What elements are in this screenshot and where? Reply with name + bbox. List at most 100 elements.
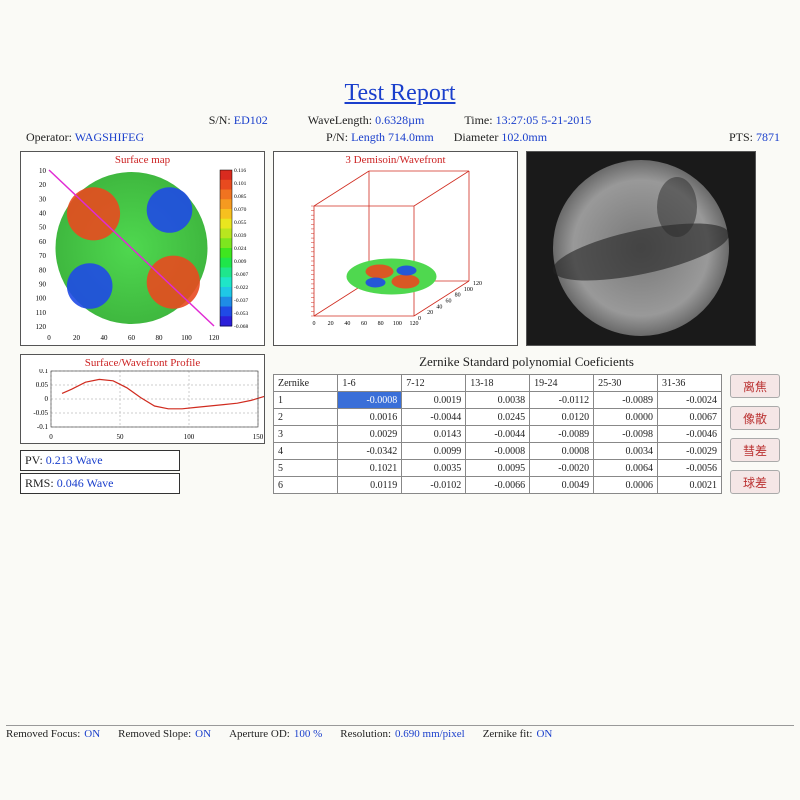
zernike-cell[interactable]: -0.0112: [530, 392, 594, 409]
svg-text:40: 40: [101, 334, 109, 342]
zernike-cell[interactable]: 0.0099: [402, 443, 466, 460]
zernike-cell[interactable]: 0.0038: [466, 392, 530, 409]
zernike-col-header: Zernike: [274, 375, 338, 392]
svg-text:20: 20: [39, 181, 47, 189]
zernike-cell[interactable]: 0.0029: [338, 426, 402, 443]
footer-zernike-fit: Zernike fit: ON: [483, 728, 553, 740]
zernike-cell[interactable]: 1: [274, 392, 338, 409]
zernike-cell[interactable]: 0.0064: [594, 460, 658, 477]
svg-text:50: 50: [39, 224, 47, 232]
svg-text:-0.053: -0.053: [234, 311, 248, 317]
zernike-cell[interactable]: 0.0120: [530, 409, 594, 426]
svg-text:0.024: 0.024: [234, 246, 247, 252]
zernike-cell[interactable]: 0.1021: [338, 460, 402, 477]
zernike-cell[interactable]: -0.0044: [466, 426, 530, 443]
zernike-cell[interactable]: 0.0016: [338, 409, 402, 426]
zernike-cell[interactable]: 0.0119: [338, 477, 402, 494]
svg-text:150: 150: [253, 433, 264, 441]
svg-text:0: 0: [47, 334, 51, 342]
svg-text:80: 80: [378, 321, 384, 327]
zernike-table: Zernike1-67-1213-1819-2425-3031-361-0.00…: [273, 374, 722, 494]
diameter-field: Diameter 102.0mm: [454, 130, 547, 145]
zernike-cell[interactable]: 2: [274, 409, 338, 426]
svg-text:30: 30: [39, 195, 47, 203]
svg-text:100: 100: [181, 334, 192, 342]
zernike-cell[interactable]: 0.0000: [594, 409, 658, 426]
zernike-cell[interactable]: 6: [274, 477, 338, 494]
svg-text:70: 70: [39, 252, 47, 260]
svg-text:120: 120: [36, 323, 47, 331]
zernike-cell[interactable]: 0.0034: [594, 443, 658, 460]
zernike-cell[interactable]: 0.0245: [466, 409, 530, 426]
rms-stat: RMS: 0.046 Wave: [20, 473, 180, 494]
zernike-col-header: 25-30: [594, 375, 658, 392]
interferogram-panel: [526, 151, 756, 346]
wavefront-3d-svg: 002020404060608080100100120120: [274, 166, 517, 344]
zernike-cell[interactable]: 3: [274, 426, 338, 443]
zernike-cell[interactable]: -0.0044: [402, 409, 466, 426]
svg-text:0.1: 0.1: [39, 369, 48, 375]
svg-text:100: 100: [393, 321, 402, 327]
pn-field: P/N: Length 714.0mm: [326, 130, 434, 145]
surface-map-title: Surface map: [21, 152, 264, 166]
aberration-button[interactable]: 离焦: [730, 374, 780, 398]
aberration-button[interactable]: 彗差: [730, 438, 780, 462]
zernike-cell[interactable]: -0.0056: [658, 460, 722, 477]
wavefront-3d-panel: 3 Demisoin/Wavefront 0020204040606080801…: [273, 151, 518, 346]
bottom-panels: Surface/Wavefront Profile 050100150-0.1-…: [20, 354, 780, 496]
zernike-cell[interactable]: 5: [274, 460, 338, 477]
zernike-cell[interactable]: -0.0102: [402, 477, 466, 494]
zernike-cell[interactable]: 0.0067: [658, 409, 722, 426]
zernike-cell[interactable]: 0.0006: [594, 477, 658, 494]
svg-text:20: 20: [328, 321, 334, 327]
zernike-col-header: 31-36: [658, 375, 722, 392]
zernike-cell[interactable]: 4: [274, 443, 338, 460]
aberration-button[interactable]: 球差: [730, 470, 780, 494]
operator-field: Operator: WAGSHIFEG: [26, 130, 144, 145]
zernike-cell[interactable]: -0.0008: [338, 392, 402, 409]
zernike-cell[interactable]: 0.0049: [530, 477, 594, 494]
footer-resolution: Resolution: 0.690 mm/pixel: [340, 728, 464, 740]
svg-text:80: 80: [455, 293, 461, 299]
footer-removed-slope: Removed Slope: ON: [118, 728, 211, 740]
svg-text:90: 90: [39, 280, 47, 288]
zernike-cell[interactable]: -0.0089: [594, 392, 658, 409]
svg-text:20: 20: [427, 310, 433, 316]
svg-text:120: 120: [473, 281, 482, 287]
zernike-cell[interactable]: -0.0008: [466, 443, 530, 460]
zernike-cell[interactable]: -0.0098: [594, 426, 658, 443]
zernike-cell[interactable]: -0.0066: [466, 477, 530, 494]
svg-text:0.039: 0.039: [234, 233, 247, 239]
zernike-cell[interactable]: -0.0024: [658, 392, 722, 409]
svg-text:20: 20: [73, 334, 81, 342]
svg-text:0.085: 0.085: [234, 194, 247, 200]
pts-field: PTS: 7871: [729, 130, 780, 145]
zernike-cell[interactable]: 0.0035: [402, 460, 466, 477]
zernike-cell[interactable]: -0.0029: [658, 443, 722, 460]
zernike-cell[interactable]: -0.0089: [530, 426, 594, 443]
zernike-cell[interactable]: 0.0021: [658, 477, 722, 494]
stats-block: PV: 0.213 Wave RMS: 0.046 Wave: [20, 450, 265, 494]
svg-text:0.009: 0.009: [234, 259, 247, 265]
aberration-button[interactable]: 像散: [730, 406, 780, 430]
svg-text:-0.068: -0.068: [234, 324, 248, 330]
zernike-cell[interactable]: 0.0019: [402, 392, 466, 409]
zernike-cell[interactable]: -0.0342: [338, 443, 402, 460]
zernike-cell[interactable]: 0.0143: [402, 426, 466, 443]
zernike-cell[interactable]: 0.0095: [466, 460, 530, 477]
svg-text:-0.037: -0.037: [234, 298, 248, 304]
svg-text:100: 100: [464, 287, 473, 293]
svg-text:40: 40: [344, 321, 350, 327]
svg-text:-0.1: -0.1: [37, 423, 49, 431]
svg-text:40: 40: [39, 210, 47, 218]
svg-text:60: 60: [361, 321, 367, 327]
zernike-section: Zernike Standard polynomial Coeficients …: [273, 354, 780, 494]
svg-text:-0.007: -0.007: [234, 272, 248, 278]
zernike-cell[interactable]: 0.0008: [530, 443, 594, 460]
svg-text:60: 60: [446, 299, 452, 305]
zernike-cell[interactable]: -0.0046: [658, 426, 722, 443]
zernike-cell[interactable]: -0.0020: [530, 460, 594, 477]
svg-text:80: 80: [39, 266, 47, 274]
zernike-col-header: 19-24: [530, 375, 594, 392]
zernike-title: Zernike Standard polynomial Coeficients: [273, 354, 780, 370]
